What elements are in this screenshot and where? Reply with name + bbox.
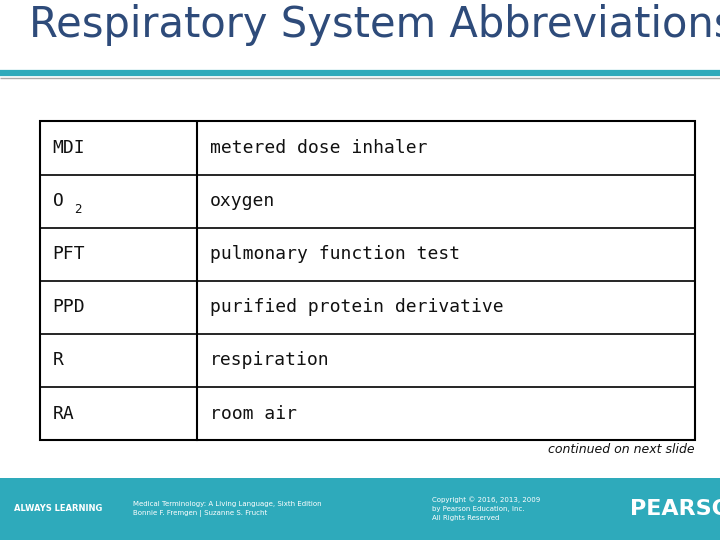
- Text: PFT: PFT: [53, 245, 85, 263]
- Text: MDI: MDI: [53, 139, 85, 157]
- Text: R: R: [53, 352, 63, 369]
- Text: respiration: respiration: [210, 352, 330, 369]
- Text: continued on next slide: continued on next slide: [548, 443, 695, 456]
- Text: ALWAYS LEARNING: ALWAYS LEARNING: [14, 504, 103, 514]
- Text: oxygen: oxygen: [210, 192, 275, 210]
- Text: Copyright © 2016, 2013, 2009
by Pearson Education, Inc.
All Rights Reserved: Copyright © 2016, 2013, 2009 by Pearson …: [432, 497, 540, 521]
- Text: 2: 2: [74, 203, 81, 217]
- FancyBboxPatch shape: [40, 122, 695, 440]
- Text: Respiratory System Abbreviations: Respiratory System Abbreviations: [29, 4, 720, 46]
- Text: RA: RA: [53, 404, 74, 422]
- Text: O: O: [53, 192, 63, 210]
- Text: Medical Terminology: A Living Language, Sixth Edition
Bonnie F. Fremgen | Suzann: Medical Terminology: A Living Language, …: [133, 501, 322, 517]
- Text: purified protein derivative: purified protein derivative: [210, 298, 503, 316]
- Text: PEARSON: PEARSON: [630, 499, 720, 519]
- Text: pulmonary function test: pulmonary function test: [210, 245, 460, 263]
- Text: room air: room air: [210, 404, 297, 422]
- Text: PPD: PPD: [53, 298, 85, 316]
- Bar: [0, 478, 720, 540]
- Text: metered dose inhaler: metered dose inhaler: [210, 139, 427, 157]
